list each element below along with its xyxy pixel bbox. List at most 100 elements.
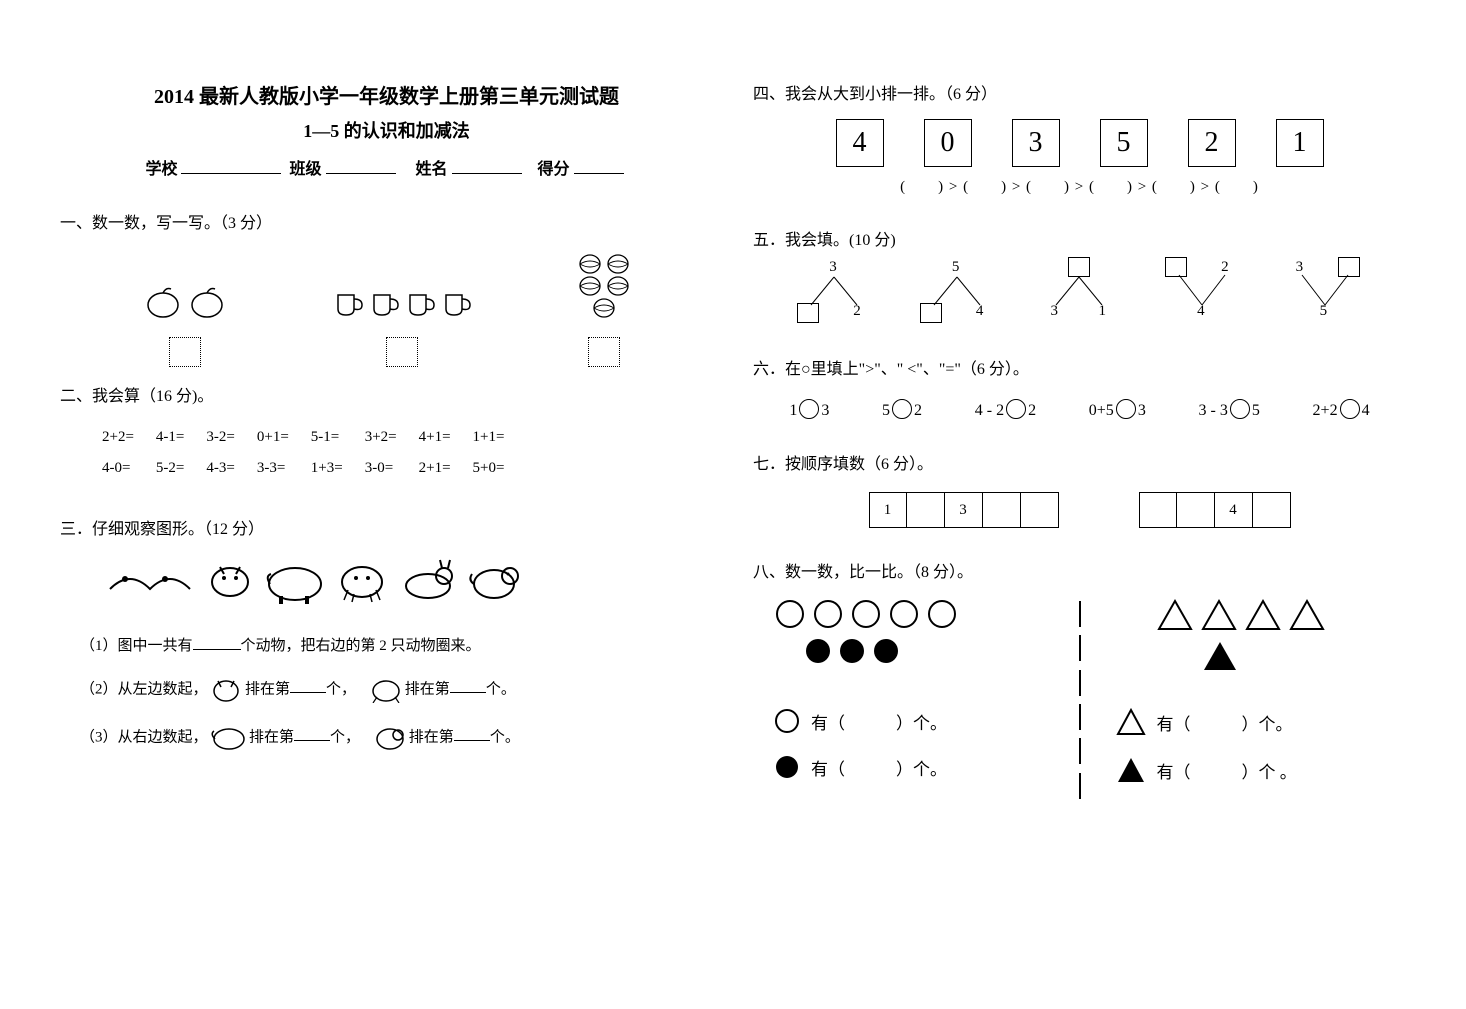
q1-groups — [90, 253, 683, 372]
q3-sub2-blank1[interactable] — [290, 692, 326, 693]
q3-sub3-end: 个。 — [490, 729, 520, 745]
table-row: 4-0= 5-2= 4-3= 3-3= 1+3= 3-0= 2+1= 5+0= — [92, 454, 514, 483]
q3-sub3-blank2[interactable] — [454, 740, 490, 741]
bond-top: 5 — [952, 259, 960, 276]
seq-cell: 4 — [1215, 492, 1253, 528]
bond-bottom: 4 — [1197, 303, 1205, 320]
q8-right-q1-text[interactable]: 有（ ）个。 — [1157, 710, 1293, 735]
open-triangle-icon — [1155, 597, 1195, 633]
circle-blank-icon[interactable] — [1006, 399, 1026, 419]
q8-left-q2: 有（ ）个。 — [773, 753, 1065, 781]
sequence-group: 1 3 — [869, 492, 1059, 528]
ball-icon — [606, 275, 630, 297]
ball-icon — [578, 275, 602, 297]
open-circle-icon — [849, 597, 883, 631]
calc-cell: 1+3= — [301, 454, 353, 483]
q4-heading: 四、我会从大到小排一排。（6 分） — [753, 80, 1406, 104]
open-circle-icon — [887, 597, 921, 631]
q6-heading: 六．在○里填上">"、" <"、"="（6 分）。 — [753, 355, 1406, 379]
left-column: 2014 最新人教版小学一年级数学上册第三单元测试题 1—5 的认识和加减法 学… — [60, 80, 713, 969]
cup-icon — [368, 289, 400, 319]
calc-cell: 2+2= — [92, 423, 144, 452]
circle-blank-icon[interactable] — [1230, 399, 1250, 419]
q5-heading: 五．我会填。(10 分) — [753, 226, 1406, 250]
compare-item[interactable]: 13 — [789, 399, 829, 420]
calc-cell: 5+0= — [463, 454, 515, 483]
seq-cell[interactable] — [907, 492, 945, 528]
seq-cell[interactable] — [983, 492, 1021, 528]
open-triangle-icon — [1287, 597, 1327, 633]
q8-panels: 有（ ）个。 有（ ）个。 — [753, 597, 1406, 803]
q3-sub3: （3）从右边数起， 排在第个， 排在第个。 — [80, 725, 693, 751]
cat-icon — [211, 677, 241, 703]
compare-item[interactable]: 2+24 — [1313, 399, 1370, 420]
q8-heading: 八、数一数，比一比。（8 分）。 — [753, 558, 1406, 582]
q8-left-q2-text[interactable]: 有（ ）个。 — [811, 755, 947, 780]
filled-circle-icon — [773, 753, 801, 781]
q1-group-balls — [578, 253, 630, 372]
bond-box[interactable] — [1068, 257, 1090, 277]
ball-icon — [606, 253, 630, 275]
seq-cell[interactable] — [1253, 492, 1291, 528]
calc-cell: 4-0= — [92, 454, 144, 483]
q8-left-q1-text[interactable]: 有（ ）个。 — [811, 709, 947, 734]
q3-sub2-mid: 排在第 — [245, 681, 290, 697]
field-score-blank[interactable] — [574, 173, 624, 174]
cup-icon — [440, 289, 472, 319]
bond-box[interactable] — [1165, 257, 1187, 277]
q4-compare-line[interactable]: ( ) > ( ) > ( ) > ( ) > ( ) > ( ) — [753, 175, 1406, 196]
q8-left-q1: 有（ ）个。 — [773, 707, 1065, 735]
sort-box: 2 — [1188, 119, 1236, 167]
field-school-blank[interactable] — [181, 173, 281, 174]
field-score-label: 得分 — [538, 161, 570, 178]
field-name-blank[interactable] — [452, 173, 522, 174]
bond-box[interactable] — [920, 303, 942, 323]
open-circle-icon — [773, 597, 807, 631]
sort-box: 4 — [836, 119, 884, 167]
compare-item[interactable]: 4 - 22 — [975, 399, 1036, 420]
q3-sub1-blank[interactable] — [193, 649, 241, 650]
compare-item[interactable]: 52 — [882, 399, 922, 420]
main-title: 2014 最新人教版小学一年级数学上册第三单元测试题 — [60, 80, 713, 109]
filled-triangle-icon — [1200, 638, 1240, 674]
bond-box[interactable] — [1338, 257, 1360, 277]
q3-sub1-post: 个动物，把右边的第 2 只动物圈来。 — [241, 638, 481, 654]
sub-title: 1—5 的认识和加减法 — [60, 117, 713, 143]
field-class-blank[interactable] — [326, 173, 396, 174]
ball-icon — [578, 253, 602, 275]
q1-answer-box-2[interactable] — [386, 337, 418, 367]
circle-blank-icon[interactable] — [1340, 399, 1360, 419]
q3-sub3-blank1[interactable] — [294, 740, 330, 741]
q8-right-q2-text[interactable]: 有（ ）个 。 — [1157, 758, 1297, 783]
q6-items: 13 52 4 - 22 0+53 3 - 35 2+24 — [763, 399, 1396, 420]
bond-box[interactable] — [797, 303, 819, 323]
open-triangle-icon — [1115, 707, 1147, 737]
q3-sub3-pre: （3）从右边数起， — [80, 729, 208, 745]
circle-blank-icon[interactable] — [892, 399, 912, 419]
q1-answer-box-1[interactable] — [169, 337, 201, 367]
circle-blank-icon[interactable] — [1116, 399, 1136, 419]
bond-right: 2 — [853, 303, 861, 320]
sort-box: 3 — [1012, 119, 1060, 167]
compare-item[interactable]: 3 - 35 — [1199, 399, 1260, 420]
q1-answer-box-3[interactable] — [588, 337, 620, 367]
calc-cell: 4+1= — [409, 423, 461, 452]
seq-cell[interactable] — [1139, 492, 1177, 528]
bond-right: 1 — [1098, 303, 1106, 320]
open-triangle-icon — [1199, 597, 1239, 633]
sort-box: 1 — [1276, 119, 1324, 167]
compare-item[interactable]: 0+53 — [1089, 399, 1146, 420]
seq-cell[interactable] — [1177, 492, 1215, 528]
q3-sub2-blank2[interactable] — [450, 692, 486, 693]
table-row: 2+2= 4-1= 3-2= 0+1= 5-1= 3+2= 4+1= 1+1= — [92, 423, 514, 452]
shapes-display — [1095, 597, 1407, 687]
circle-blank-icon[interactable] — [799, 399, 819, 419]
number-bond: 3 1 — [1034, 265, 1124, 325]
seq-cell[interactable] — [1021, 492, 1059, 528]
q1-heading: 一、数一数，写一写。（3 分） — [60, 209, 713, 233]
number-bond: 2 4 — [1157, 265, 1247, 325]
number-bond: 5 4 — [912, 265, 1002, 325]
filled-triangle-icon — [1115, 755, 1147, 785]
bond-left: 3 — [1050, 303, 1058, 320]
apple-icon — [187, 283, 227, 319]
